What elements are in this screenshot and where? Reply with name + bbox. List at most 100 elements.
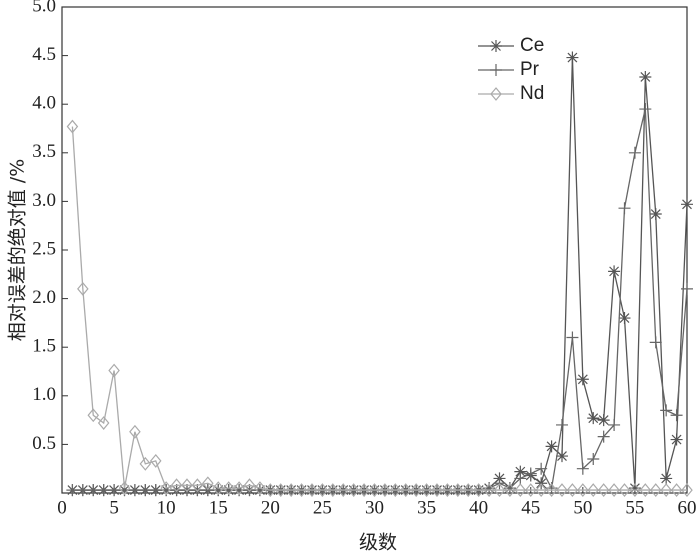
marker [556, 483, 568, 498]
marker [347, 483, 360, 498]
marker [170, 478, 183, 493]
marker [170, 484, 183, 497]
marker [368, 483, 381, 498]
marker [670, 409, 683, 422]
marker [191, 484, 204, 497]
marker [681, 282, 693, 295]
marker [608, 418, 621, 431]
marker [87, 484, 100, 497]
marker [597, 483, 610, 498]
marker [441, 483, 454, 498]
marker [597, 430, 610, 443]
legend-label: Ce [520, 35, 544, 56]
y-tick-label: 3.5 [32, 141, 56, 162]
marker [639, 103, 652, 116]
marker [358, 483, 370, 498]
marker [524, 467, 537, 480]
marker [524, 483, 537, 498]
marker [243, 484, 256, 497]
marker [628, 146, 641, 159]
marker [556, 450, 568, 463]
marker [545, 483, 558, 498]
x-axis-label: 级数 [359, 532, 397, 554]
marker [660, 483, 672, 498]
marker [472, 483, 485, 498]
y-tick-label: 1.0 [32, 384, 56, 405]
marker [649, 336, 662, 349]
marker [670, 483, 683, 498]
x-tick-label: 25 [313, 497, 332, 518]
x-tick-label: 35 [417, 497, 436, 518]
marker [149, 453, 162, 468]
marker [514, 472, 527, 485]
legend-marker [490, 87, 502, 101]
x-tick-label: 15 [209, 497, 228, 518]
x-tick-label: 10 [157, 497, 176, 518]
marker [608, 265, 621, 278]
marker [295, 483, 308, 498]
marker [87, 408, 100, 423]
x-tick-label: 55 [625, 497, 644, 518]
x-tick-label: 40 [469, 497, 488, 518]
marker [660, 404, 673, 417]
legend-marker [490, 40, 502, 52]
marker [587, 483, 600, 498]
marker [139, 456, 152, 471]
marker [681, 483, 693, 498]
marker [618, 312, 631, 325]
marker [285, 483, 297, 498]
marker [681, 198, 693, 211]
marker [660, 472, 673, 485]
y-tick-label: 0.5 [32, 433, 56, 454]
marker [628, 482, 641, 495]
marker [274, 483, 287, 498]
marker [483, 483, 495, 498]
y-tick-label: 4.5 [32, 44, 56, 65]
marker [608, 483, 620, 498]
series-line [72, 57, 688, 491]
marker [76, 484, 89, 497]
y-tick-label: 5.0 [32, 0, 56, 16]
marker [493, 483, 506, 498]
x-tick-label: 50 [573, 497, 592, 518]
marker [618, 483, 631, 498]
x-tick-label: 5 [109, 497, 119, 518]
marker [577, 483, 589, 498]
y-tick-label: 2.0 [32, 287, 56, 308]
marker [566, 51, 579, 64]
marker [128, 484, 141, 497]
y-tick-label: 3.0 [32, 190, 56, 211]
marker [66, 484, 79, 497]
marker [233, 481, 245, 496]
marker [139, 484, 152, 497]
marker [597, 414, 610, 427]
marker [222, 481, 235, 496]
y-axis-label: 相对误差的绝对值 /% [7, 159, 29, 342]
series-line [71, 126, 687, 491]
series-line [72, 108, 688, 491]
marker [337, 483, 350, 498]
marker [202, 476, 214, 491]
marker [514, 483, 527, 498]
marker [254, 481, 266, 496]
marker [462, 483, 475, 498]
marker [243, 478, 256, 493]
marker [379, 483, 391, 498]
marker [535, 483, 547, 498]
x-tick-label: 45 [521, 497, 540, 518]
x-tick-label: 30 [365, 497, 384, 518]
marker [399, 483, 412, 498]
marker [264, 483, 277, 498]
x-tick-label: 60 [678, 497, 697, 518]
marker [504, 483, 516, 498]
y-tick-label: 2.5 [32, 238, 56, 259]
marker [389, 483, 402, 498]
marker [649, 208, 662, 221]
marker [108, 363, 120, 378]
legend-label: Nd [520, 83, 544, 104]
marker [514, 465, 527, 478]
marker [212, 481, 225, 496]
marker [191, 478, 204, 493]
marker [618, 202, 631, 215]
